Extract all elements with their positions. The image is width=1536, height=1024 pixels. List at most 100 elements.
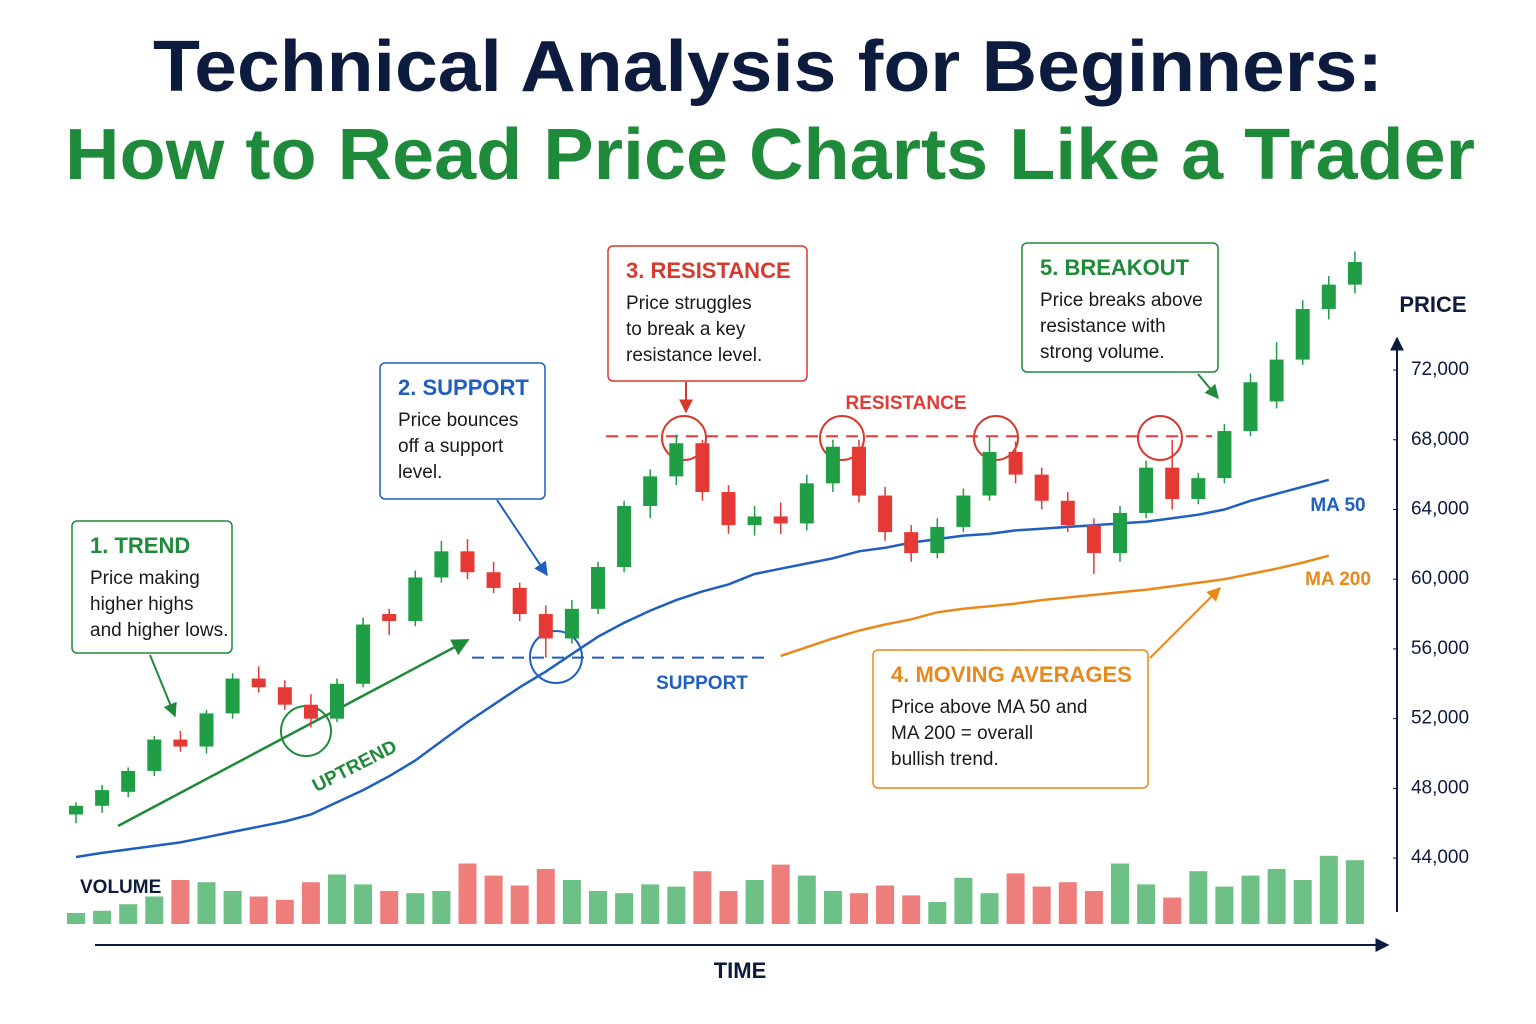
- annotation-text: strong volume.: [1040, 342, 1165, 363]
- annotation: 4. MOVING AVERAGES Price above MA 50 and M…: [872, 649, 1149, 789]
- candle-body: [721, 492, 736, 526]
- volume-bar: [562, 880, 581, 924]
- volume-bar: [954, 877, 973, 924]
- candle-body: [121, 770, 136, 792]
- y-tick-label: 60,000: [1411, 568, 1469, 589]
- volume-bar: [484, 875, 503, 924]
- volume-bar: [1345, 860, 1364, 924]
- y-axis-label: PRICE: [1399, 292, 1466, 317]
- volume-bar: [641, 884, 660, 924]
- volume-bar: [354, 884, 373, 924]
- annotation-text: level.: [398, 462, 442, 483]
- annotation-text: resistance level.: [626, 345, 762, 366]
- candle-body: [1321, 284, 1336, 310]
- annotation-text: Price bounces: [398, 410, 518, 431]
- volume-bar: [928, 902, 947, 924]
- volume-bar: [67, 913, 85, 924]
- candle-body: [878, 495, 893, 533]
- volume-bar: [1111, 863, 1129, 924]
- candle-body: [408, 577, 423, 622]
- annotation: 1. TREND Price making higher highs and high…: [71, 520, 233, 654]
- candle-body: [747, 516, 762, 526]
- annotation-text: and higher lows.: [90, 620, 228, 641]
- candle-body: [825, 446, 840, 484]
- candle-body: [147, 739, 162, 771]
- y-tick-label: 52,000: [1411, 708, 1469, 729]
- annotation-box: [71, 520, 233, 654]
- candle-body: [1113, 512, 1127, 554]
- candle-body: [330, 683, 344, 719]
- volume-bar: [719, 891, 738, 924]
- candle-body: [95, 790, 110, 806]
- volume-bar: [119, 904, 138, 924]
- volume-bar: [93, 910, 112, 924]
- candle-body: [538, 614, 553, 639]
- candle-body: [1191, 478, 1206, 500]
- volume-bar: [1189, 871, 1208, 924]
- candle-body: [460, 551, 475, 573]
- volume-bar: [380, 891, 399, 924]
- candle-body: [982, 451, 997, 496]
- ma-label: MA 200: [1305, 569, 1371, 590]
- annotation-text: to break a key: [626, 319, 746, 340]
- candle-body: [643, 476, 658, 506]
- candle-body: [277, 687, 292, 705]
- volume-bar: [510, 885, 529, 924]
- annotation-box: [1021, 242, 1219, 373]
- annotation-text: MA 200 = overall: [891, 723, 1033, 744]
- annotation-text: bullish trend.: [891, 749, 999, 770]
- subtitle: How to Read Price Charts Like a Trader: [65, 115, 1475, 195]
- candle-body: [591, 566, 605, 609]
- candle-body: [486, 572, 501, 588]
- volume-bar: [301, 882, 320, 924]
- candle-body: [1165, 467, 1180, 500]
- volume-bar: [615, 893, 634, 924]
- volume-bar: [876, 885, 895, 924]
- volume-bar: [1241, 875, 1260, 924]
- candle-body: [930, 526, 945, 554]
- candle-body: [1008, 451, 1023, 475]
- volume-bar: [223, 891, 242, 924]
- candle-body: [956, 495, 971, 527]
- ma-label: MA 50: [1310, 495, 1365, 516]
- candle-body: [225, 678, 240, 714]
- candle-body: [904, 532, 919, 554]
- annotation-box: [607, 245, 808, 382]
- volume-bar: [771, 864, 790, 924]
- annotation-title: 4. MOVING AVERAGES: [891, 662, 1132, 687]
- candle-body: [1243, 382, 1258, 432]
- annotation: 5. BREAKOUT Price breaks above resistance …: [1021, 242, 1219, 373]
- annotation-text: higher highs: [90, 594, 194, 615]
- annotation: 3. RESISTANCE Price struggles to break a k…: [607, 245, 808, 382]
- volume-bar: [536, 869, 555, 924]
- volume-bar: [667, 886, 686, 924]
- annotation-title: 1. TREND: [90, 533, 190, 558]
- candle-body: [434, 551, 449, 578]
- volume-bar: [1006, 873, 1025, 924]
- volume-bar: [328, 874, 346, 924]
- y-tick-label: 72,000: [1411, 359, 1469, 380]
- candle-body: [564, 608, 579, 639]
- volume-bar: [1267, 869, 1286, 924]
- candle-body: [303, 704, 318, 719]
- candle-body: [512, 587, 527, 615]
- volume-bar: [458, 863, 477, 924]
- volume-bar: [275, 899, 294, 924]
- candle-body: [799, 483, 814, 524]
- candle-body: [1217, 431, 1232, 479]
- ma-line: [780, 554, 1330, 658]
- volume-label: VOLUME: [80, 877, 161, 898]
- volume-bar: [1163, 897, 1182, 924]
- volume-bar: [1319, 855, 1338, 924]
- annotation-text: off a support: [398, 436, 504, 457]
- y-tick-label: 56,000: [1411, 638, 1469, 659]
- candle-body: [1347, 261, 1362, 285]
- volume-bar: [797, 875, 816, 924]
- candle-body: [773, 516, 788, 524]
- annotation-text: Price struggles: [626, 293, 752, 314]
- y-tick-label: 64,000: [1411, 498, 1469, 519]
- annotation-title: 3. RESISTANCE: [626, 258, 791, 283]
- annotation-title: 5. BREAKOUT: [1040, 255, 1190, 280]
- candle-body: [617, 505, 632, 567]
